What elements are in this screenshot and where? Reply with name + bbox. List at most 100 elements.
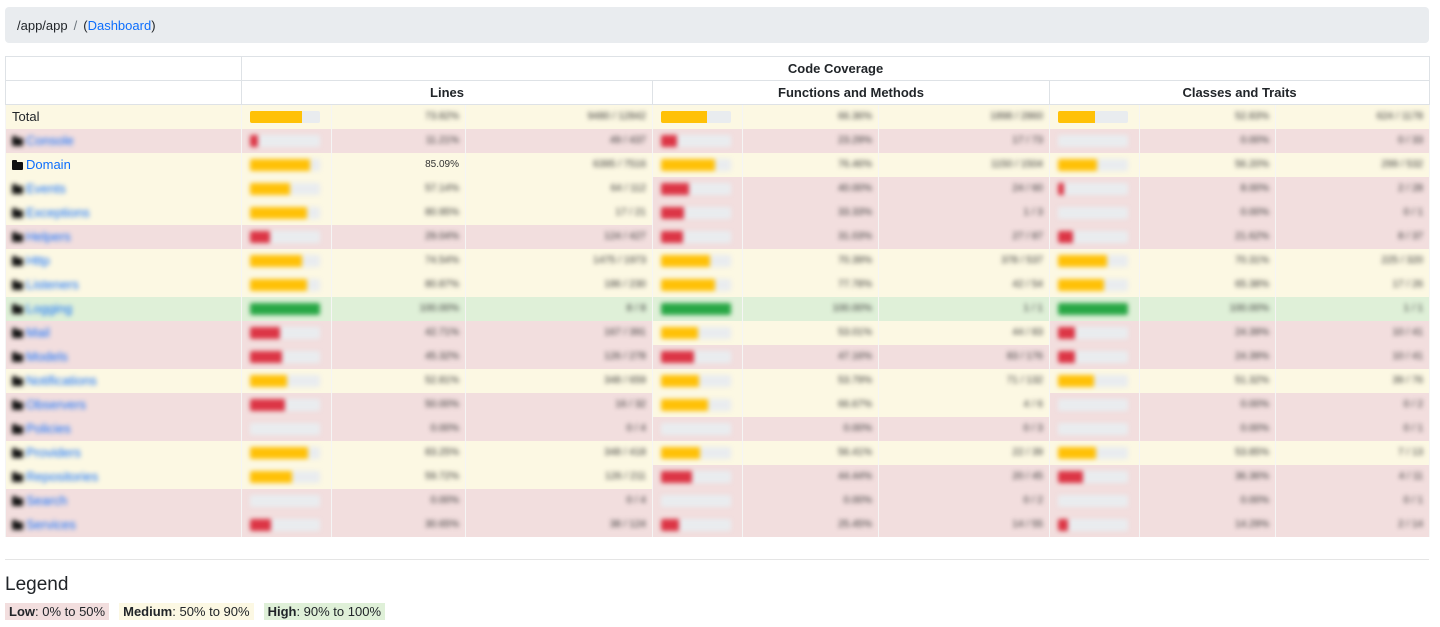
- funcs-bar-cell: [652, 152, 743, 177]
- table-row: Providers 83.25% 348 / 418 56.41% 22 / 39 53.…: [5, 440, 1431, 465]
- lines-ratio-cell: 126 / 211: [465, 464, 653, 489]
- classes-bar-cell: [1049, 440, 1140, 465]
- directory-link[interactable]: Helpers: [26, 229, 71, 244]
- classes-percent-cell: 36.36%: [1139, 464, 1276, 489]
- directory-link[interactable]: Search: [26, 493, 68, 508]
- directory-link[interactable]: Notifications: [26, 373, 97, 388]
- classes-ratio: 17 / 26: [1392, 279, 1424, 290]
- lines-ratio-cell: 0 / 4: [465, 416, 653, 441]
- lines-percent: 80.95%: [425, 207, 459, 218]
- classes-percent: 100.00%: [1229, 303, 1269, 314]
- directory-link[interactable]: Models: [26, 349, 68, 364]
- funcs-bar-cell: [652, 512, 743, 537]
- lines-progress-fill: [250, 398, 285, 411]
- lines-bar-cell: [241, 152, 332, 177]
- classes-progress-bar: [1058, 302, 1128, 315]
- classes-ratio-cell: 7 / 13: [1274, 440, 1431, 465]
- funcs-progress-fill: [661, 326, 699, 339]
- classes-ratio-cell: 0 / 33: [1274, 128, 1431, 153]
- directory-link[interactable]: Domain: [26, 157, 71, 172]
- classes-percent-cell: 53.85%: [1139, 440, 1276, 465]
- classes-ratio: 2 / 28: [1398, 183, 1424, 194]
- funcs-percent-cell: 33.33%: [742, 200, 879, 225]
- row-name: Notifications: [12, 373, 97, 388]
- lines-progress-bar: [250, 350, 320, 363]
- lines-ratio-cell: 6395 / 7516: [465, 152, 653, 177]
- directory-link[interactable]: Observers: [26, 397, 86, 412]
- funcs-ratio: 0 / 3: [1023, 423, 1043, 434]
- classes-ratio-cell: 17 / 26: [1274, 272, 1431, 297]
- funcs-bar-cell: [652, 224, 743, 249]
- row-name: Http: [12, 253, 50, 268]
- funcs-progress-bar: [661, 182, 731, 195]
- breadcrumb-dashboard-link[interactable]: Dashboard: [87, 17, 152, 33]
- row-name-cell: Policies: [5, 416, 242, 441]
- lines-percent: 74.54%: [425, 255, 459, 266]
- funcs-percent-cell: 47.16%: [742, 344, 879, 369]
- lines-progress-fill: [250, 302, 320, 315]
- funcs-progress-fill: [661, 254, 711, 267]
- coverage-table-body: Total 73.82% 9480 / 12842 66.36% 1898 / 2860…: [5, 104, 1431, 537]
- lines-percent: 59.72%: [425, 471, 459, 482]
- classes-percent: 24.39%: [1235, 327, 1269, 338]
- classes-progress-bar: [1058, 422, 1128, 435]
- lines-ratio-cell: 186 / 230: [465, 272, 653, 297]
- directory-link[interactable]: Logging: [26, 301, 73, 316]
- funcs-ratio-cell: 4 / 6: [878, 392, 1050, 417]
- classes-progress-bar: [1058, 398, 1128, 411]
- corner-header: [5, 56, 242, 81]
- row-name-cell: Mail: [5, 320, 242, 345]
- classes-percent-cell: 51.32%: [1139, 368, 1276, 393]
- directory-link[interactable]: Listeners: [26, 277, 79, 292]
- funcs-progress-bar: [661, 278, 731, 291]
- classes-progress-bar: [1058, 470, 1128, 483]
- row-label: Total: [12, 109, 40, 125]
- funcs-progress-fill: [661, 350, 694, 363]
- legend-item-label: Low: [9, 604, 35, 619]
- classes-progress-fill: [1058, 374, 1094, 387]
- directory-link[interactable]: Policies: [26, 421, 71, 436]
- folder-icon: [12, 160, 24, 170]
- row-name-cell: Console: [5, 128, 242, 153]
- funcs-ratio: 42 / 54: [1012, 279, 1043, 290]
- funcs-ratio-cell: 83 / 176: [878, 344, 1050, 369]
- funcs-percent-cell: 44.44%: [742, 464, 879, 489]
- legend-item-high: High: 90% to 100%: [263, 603, 386, 620]
- lines-percent-cell: 0.00%: [331, 488, 466, 513]
- classes-progress-bar: [1058, 518, 1128, 531]
- classes-progress-bar: [1058, 254, 1128, 267]
- legend-item-low: Low: 0% to 50%: [5, 603, 110, 620]
- classes-bar-cell: [1049, 128, 1140, 153]
- lines-bar-cell: [241, 464, 332, 489]
- directory-link[interactable]: Exceptions: [26, 205, 90, 220]
- directory-link[interactable]: Services: [26, 517, 76, 532]
- directory-link[interactable]: Repositories: [26, 469, 99, 484]
- classes-ratio: 0 / 1: [1403, 495, 1424, 506]
- lines-percent: 42.71%: [425, 327, 459, 338]
- classes-bar-cell: [1049, 464, 1140, 489]
- row-name: Logging: [12, 301, 72, 316]
- classes-header: Classes and Traits: [1048, 80, 1431, 105]
- funcs-ratio: 0 / 2: [1023, 495, 1043, 506]
- table-row: Logging 100.00% 8 / 8 100.00% 1 / 1 100.00% 1 …: [5, 296, 1431, 321]
- directory-link[interactable]: Console: [26, 133, 74, 148]
- lines-progress-fill: [250, 374, 287, 387]
- directory-link[interactable]: Providers: [26, 445, 81, 460]
- funcs-percent-cell: 40.00%: [742, 176, 879, 201]
- classes-ratio-cell: 39 / 76: [1274, 368, 1431, 393]
- classes-ratio-cell: 10 / 41: [1274, 320, 1431, 345]
- legend-title: Legend: [5, 574, 69, 595]
- row-name: Services: [12, 517, 76, 532]
- funcs-percent: 0.00%: [843, 495, 872, 506]
- directory-link[interactable]: Mail: [26, 325, 50, 340]
- lines-ratio: 186 / 230: [604, 279, 646, 290]
- lines-ratio: 348 / 418: [604, 447, 646, 458]
- lines-percent: 57.14%: [425, 183, 459, 194]
- funcs-ratio-cell: 27 / 87: [878, 224, 1050, 249]
- directory-link[interactable]: Events: [26, 181, 66, 196]
- funcs-percent-cell: 76.46%: [742, 152, 879, 177]
- funcs-progress-bar: [661, 470, 731, 483]
- table-row: Observers 50.00% 16 / 32 66.67% 4 / 6 0.00% 0 …: [5, 392, 1431, 417]
- directory-link[interactable]: Http: [26, 253, 50, 268]
- classes-percent-cell: 70.31%: [1139, 248, 1276, 273]
